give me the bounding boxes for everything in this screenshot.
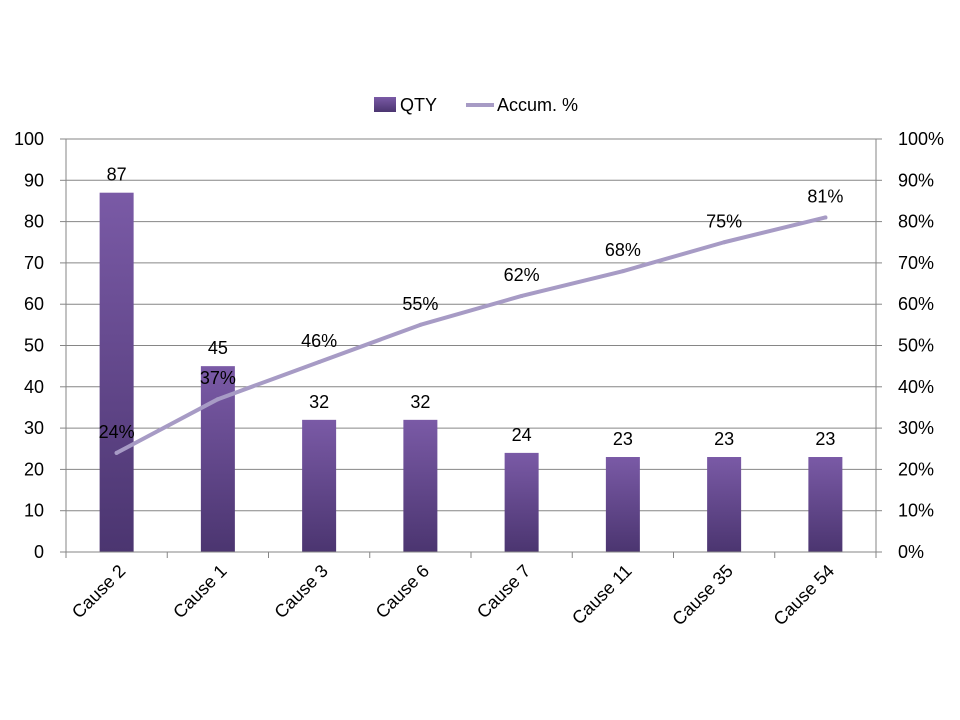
qty-bar <box>99 192 134 552</box>
category-label: Cause 54 <box>770 561 839 630</box>
left-tick-label: 90 <box>24 170 44 190</box>
right-tick-label: 20% <box>898 459 934 479</box>
left-tick-label: 70 <box>24 253 44 273</box>
qty-data-label: 32 <box>410 392 430 412</box>
accum-line <box>114 215 828 455</box>
accum-point <box>114 450 119 455</box>
category-label: Cause 7 <box>473 561 535 623</box>
right-tick-label: 40% <box>898 377 934 397</box>
accum-point <box>722 240 727 245</box>
left-tick-label: 0 <box>34 542 44 562</box>
accum-point <box>519 293 524 298</box>
right-tick-label: 10% <box>898 501 934 521</box>
qty-data-label: 23 <box>613 429 633 449</box>
qty-bar <box>707 457 742 552</box>
qty-bar <box>808 457 843 552</box>
left-tick-label: 30 <box>24 418 44 438</box>
qty-data-label: 23 <box>815 429 835 449</box>
right-tick-label: 70% <box>898 253 934 273</box>
axes <box>60 138 882 558</box>
legend-qty-label: QTY <box>400 95 437 115</box>
category-label: Cause 3 <box>270 561 332 623</box>
left-tick-label: 40 <box>24 377 44 397</box>
right-tick-label: 30% <box>898 418 934 438</box>
right-tick-label: 0% <box>898 542 924 562</box>
left-tick-label: 20 <box>24 459 44 479</box>
right-tick-label: 100% <box>898 129 944 149</box>
qty-bar <box>605 457 640 552</box>
category-label: Cause 6 <box>372 561 434 623</box>
gridlines <box>66 138 876 512</box>
accum-point <box>317 360 322 365</box>
qty-bars <box>99 192 843 552</box>
left-tick-label: 80 <box>24 212 44 232</box>
right-tick-label: 80% <box>898 212 934 232</box>
accum-data-label: 24% <box>99 422 135 442</box>
category-label: Cause 35 <box>668 561 737 630</box>
left-tick-label: 50 <box>24 336 44 356</box>
qty-data-label: 45 <box>208 338 228 358</box>
accum-point <box>823 215 828 220</box>
qty-data-label: 23 <box>714 429 734 449</box>
accum-point <box>418 322 423 327</box>
accum-data-label: 68% <box>605 240 641 260</box>
category-label: Cause 11 <box>568 561 636 629</box>
accum-data-label: 75% <box>706 211 742 231</box>
accum-data-label: 81% <box>807 186 843 206</box>
accum-data-label: 37% <box>200 368 236 388</box>
data-labels: 87 45 32 32 24 23 23 23 24% 37% 46% 55% 62% 68% 75% 81% <box>99 165 844 449</box>
left-tick-label: 10 <box>24 501 44 521</box>
accum-data-label: 62% <box>504 265 540 285</box>
right-tick-label: 90% <box>898 170 934 190</box>
left-tick-label: 100 <box>14 129 44 149</box>
qty-bar <box>302 419 337 552</box>
right-tick-label: 60% <box>898 294 934 314</box>
category-label: Cause 2 <box>68 561 130 623</box>
accum-point <box>215 397 220 402</box>
legend-accum-label: Accum. % <box>497 95 578 115</box>
qty-bar <box>504 452 539 552</box>
qty-data-label: 24 <box>512 425 532 445</box>
right-tick-label: 50% <box>898 336 934 356</box>
accum-point <box>620 269 625 274</box>
tick-labels: 0 10 20 30 40 50 60 70 80 90 100 0% 10% 20% 30% 40% 50% 6… <box>14 129 944 629</box>
accum-data-label: 46% <box>301 331 337 351</box>
qty-data-label: 87 <box>107 165 127 185</box>
accum-line-group <box>114 215 828 455</box>
chart-legend: QTY Accum. % <box>374 95 578 115</box>
category-label: Cause 1 <box>169 561 231 623</box>
legend-qty-swatch <box>374 97 396 112</box>
qty-data-label: 32 <box>309 392 329 412</box>
left-tick-label: 60 <box>24 294 44 314</box>
accum-data-label: 55% <box>402 294 438 314</box>
qty-bar <box>403 419 438 552</box>
